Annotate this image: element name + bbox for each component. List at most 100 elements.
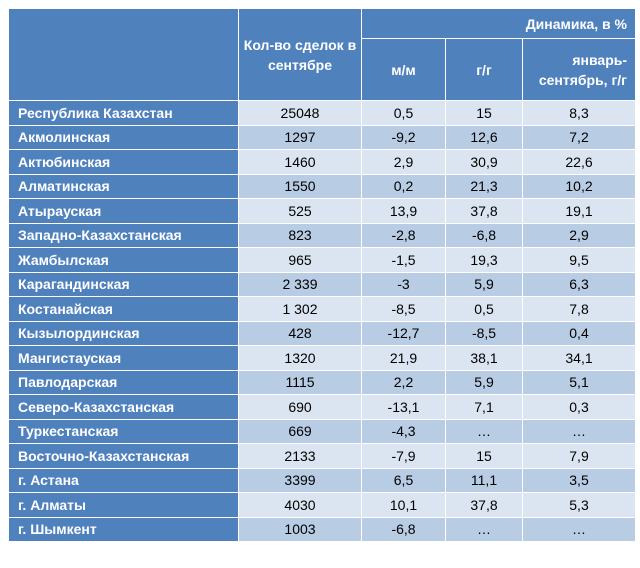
region-header-cell: [8, 8, 239, 101]
deals-cell: 2 339: [238, 271, 362, 297]
region-cell: Акмолинская: [8, 124, 239, 150]
yy-cell: 21,3: [445, 173, 523, 199]
ytd-cell: 10,2: [521, 173, 637, 199]
table-row: Павлодарская 1115 2,2 5,9 5,1: [8, 369, 637, 395]
mm-header: м/м: [361, 38, 446, 101]
table-row: Алматинская 1550 0,2 21,3 10,2: [8, 173, 637, 199]
table-row: Мангистауская 1320 21,9 38,1 34,1: [8, 345, 637, 371]
region-cell: Республика Казахстан: [8, 100, 239, 126]
deals-cell: 1115: [238, 369, 362, 395]
table-row: Карагандинская 2 339 -3 5,9 6,3: [8, 271, 637, 297]
ytd-cell: 22,6: [521, 149, 637, 175]
mm-cell: 13,9: [361, 198, 446, 224]
table-row: Актюбинская 1460 2,9 30,9 22,6: [8, 149, 637, 175]
ytd-cell: 34,1: [521, 345, 637, 371]
ytd-cell: 6,3: [521, 271, 637, 297]
yy-cell: 37,8: [445, 492, 523, 518]
region-cell: Западно-Казахстанская: [8, 222, 239, 248]
region-cell: г. Алматы: [8, 492, 239, 518]
deals-cell: 4030: [238, 492, 362, 518]
deals-cell: 965: [238, 247, 362, 273]
ytd-cell: 7,2: [521, 124, 637, 150]
ytd-cell: 0,3: [521, 394, 637, 420]
yy-cell: -6,8: [445, 222, 523, 248]
region-cell: г. Астана: [8, 467, 239, 493]
ytd-cell: …: [521, 418, 637, 444]
deals-cell: 1 302: [238, 296, 362, 322]
yy-cell: 15: [445, 100, 523, 126]
ytd-cell: 2,9: [521, 222, 637, 248]
mm-cell: -7,9: [361, 443, 446, 469]
mm-cell: -6,8: [361, 516, 446, 542]
yy-cell: 5,9: [445, 271, 523, 297]
region-cell: Атырауская: [8, 198, 239, 224]
mm-cell: -2,8: [361, 222, 446, 248]
deals-cell: 1460: [238, 149, 362, 175]
ytd-cell: 8,3: [521, 100, 637, 126]
mm-cell: 21,9: [361, 345, 446, 371]
mm-cell: -13,1: [361, 394, 446, 420]
yy-cell: …: [445, 516, 523, 542]
deals-cell: 1320: [238, 345, 362, 371]
mm-cell: -9,2: [361, 124, 446, 150]
table-row: Кызылординская 428 -12,7 -8,5 0,4: [8, 320, 637, 346]
deals-header: Кол-во сделок в сентябре: [238, 8, 362, 101]
yy-cell: …: [445, 418, 523, 444]
deals-cell: 525: [238, 198, 362, 224]
region-cell: Актюбинская: [8, 149, 239, 175]
deals-cell: 690: [238, 394, 362, 420]
yy-cell: 5,9: [445, 369, 523, 395]
mm-cell: -3: [361, 271, 446, 297]
deals-cell: 428: [238, 320, 362, 346]
deals-cell: 1297: [238, 124, 362, 150]
table-row: г. Шымкент 1003 -6,8……: [8, 516, 637, 542]
region-cell: Костанайская: [8, 296, 239, 322]
ytd-cell: 5,3: [521, 492, 637, 518]
table-row: Акмолинская 1297 -9,2 12,6 7,2: [8, 124, 637, 150]
yy-header: г/г: [445, 38, 523, 101]
mm-cell: -1,5: [361, 247, 446, 273]
region-cell: Северо-Казахстанская: [8, 394, 239, 420]
table-body: Республика Казахстан 25048 0,5 15 8,3 Акмолин…: [8, 100, 637, 542]
mm-cell: -8,5: [361, 296, 446, 322]
yy-cell: 19,3: [445, 247, 523, 273]
mm-cell: 2,2: [361, 369, 446, 395]
mm-cell: 6,5: [361, 467, 446, 493]
deals-cell: 669: [238, 418, 362, 444]
region-cell: Восточно-Казахстанская: [8, 443, 239, 469]
deals-cell: 3399: [238, 467, 362, 493]
mm-cell: 2,9: [361, 149, 446, 175]
yy-cell: -8,5: [445, 320, 523, 346]
table-row: Жамбылская 965 -1,5 19,3 9,5: [8, 247, 637, 273]
yy-cell: 12,6: [445, 124, 523, 150]
table-row: Западно-Казахстанская 823 -2,8 -6,8 2,9: [8, 222, 637, 248]
table-row: г. Астана 3399 6,5 11,1 3,5: [8, 467, 637, 493]
region-cell: Жамбылская: [8, 247, 239, 273]
mm-cell: -4,3: [361, 418, 446, 444]
yy-cell: 38,1: [445, 345, 523, 371]
ytd-cell: …: [521, 516, 637, 542]
yy-cell: 11,1: [445, 467, 523, 493]
region-cell: Карагандинская: [8, 271, 239, 297]
table-row: Туркестанская 669 -4,3……: [8, 418, 637, 444]
table-row: Костанайская 1 302 -8,5 0,5 7,8: [8, 296, 637, 322]
ytd-cell: 5,1: [521, 369, 637, 395]
deals-cell: 1550: [238, 173, 362, 199]
table-row: Восточно-Казахстанская 2133 -7,9 15 7,9: [8, 443, 637, 469]
mm-cell: 0,5: [361, 100, 446, 126]
deals-cell: 2133: [238, 443, 362, 469]
region-cell: Алматинская: [8, 173, 239, 199]
yy-cell: 7,1: [445, 394, 523, 420]
ytd-cell: 3,5: [521, 467, 637, 493]
mm-cell: -12,7: [361, 320, 446, 346]
deals-cell: 1003: [238, 516, 362, 542]
region-cell: г. Шымкент: [8, 516, 239, 542]
ytd-header: январь-сентябрь, г/г: [521, 38, 637, 101]
ytd-cell: 7,9: [521, 443, 637, 469]
region-cell: Павлодарская: [8, 369, 239, 395]
ytd-cell: 7,8: [521, 296, 637, 322]
table-row: Северо-Казахстанская 690 -13,1 7,1 0,3: [8, 394, 637, 420]
yy-cell: 15: [445, 443, 523, 469]
mm-cell: 0,2: [361, 173, 446, 199]
dynamics-header: Динамика, в %: [360, 8, 637, 39]
